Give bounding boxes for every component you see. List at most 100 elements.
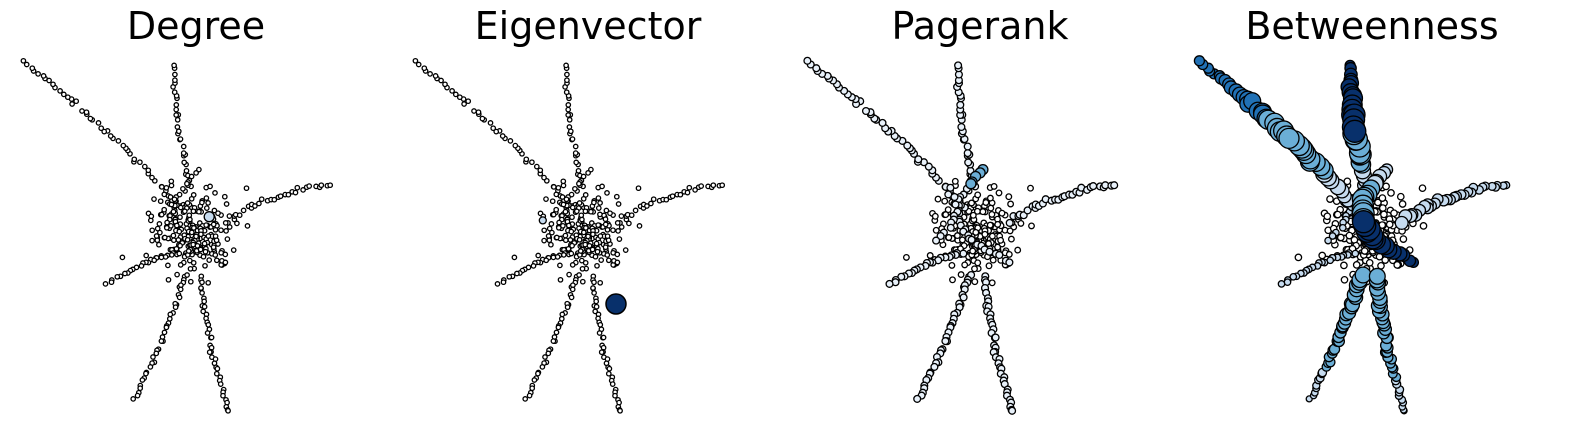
graph-node bbox=[985, 262, 993, 270]
graph-node bbox=[214, 365, 221, 372]
graph-node bbox=[188, 173, 195, 180]
node-group bbox=[1193, 55, 1511, 415]
graph-node bbox=[541, 237, 547, 244]
graph-node bbox=[172, 77, 178, 84]
graph-node bbox=[163, 224, 170, 231]
graph-node bbox=[167, 194, 174, 200]
graph-node bbox=[1007, 235, 1015, 243]
graph-node bbox=[990, 182, 998, 190]
graph-node bbox=[180, 150, 187, 156]
graph-node bbox=[230, 247, 237, 253]
graph-node bbox=[137, 159, 143, 166]
graph-node bbox=[98, 125, 105, 132]
graph-node bbox=[565, 245, 572, 252]
graph-node bbox=[1387, 189, 1395, 197]
graph-node bbox=[200, 253, 207, 260]
graph-node bbox=[579, 265, 586, 272]
graph-node bbox=[593, 240, 600, 247]
panel-betweenness: Betweenness bbox=[1176, 0, 1568, 441]
graph-node bbox=[196, 208, 202, 215]
graph-node bbox=[885, 279, 894, 288]
graph-node bbox=[618, 213, 625, 219]
graph-node bbox=[997, 236, 1005, 244]
graph-node bbox=[185, 248, 192, 254]
graph-node bbox=[531, 377, 538, 383]
graph-node bbox=[170, 232, 177, 239]
graph-node bbox=[223, 228, 229, 234]
graph-node bbox=[605, 370, 612, 377]
graph-node bbox=[184, 200, 191, 206]
graph-node bbox=[187, 265, 194, 272]
graph-node bbox=[211, 207, 218, 214]
graph-node bbox=[564, 71, 570, 78]
graph-node bbox=[812, 64, 821, 73]
graph-node bbox=[87, 115, 94, 122]
graph-node bbox=[134, 392, 141, 399]
graph-node bbox=[156, 221, 163, 227]
graph-node bbox=[553, 329, 560, 336]
graph-node bbox=[465, 98, 472, 105]
graph-node bbox=[648, 200, 654, 207]
graph-node bbox=[193, 170, 199, 176]
graph-node bbox=[535, 252, 542, 259]
graph-node bbox=[549, 229, 555, 236]
graph-node bbox=[1393, 261, 1402, 269]
graph-node bbox=[635, 185, 642, 192]
graph-node bbox=[512, 142, 519, 149]
graph-node bbox=[1365, 258, 1374, 267]
graph-node bbox=[215, 210, 221, 217]
graph-node bbox=[210, 221, 217, 228]
graph-node bbox=[172, 71, 178, 78]
graph-node bbox=[244, 223, 251, 229]
graph-node bbox=[926, 252, 934, 259]
graph-node bbox=[95, 120, 102, 126]
graph-node bbox=[306, 183, 313, 189]
graph-node bbox=[234, 220, 240, 227]
graph-node bbox=[171, 62, 177, 69]
graph-node bbox=[493, 128, 500, 135]
graph-node bbox=[490, 125, 497, 132]
graph-node bbox=[442, 81, 448, 88]
graph-node bbox=[119, 254, 126, 261]
graph-node bbox=[963, 149, 972, 158]
graph-node bbox=[932, 226, 940, 234]
graph-node bbox=[951, 177, 959, 185]
graph-node bbox=[636, 223, 643, 229]
graph-node bbox=[579, 278, 586, 285]
graph-node bbox=[213, 237, 220, 244]
graph-node bbox=[600, 334, 607, 341]
graph-node bbox=[183, 167, 190, 174]
graph-node bbox=[199, 290, 205, 296]
graph-node bbox=[161, 234, 168, 241]
graph-node bbox=[597, 233, 604, 239]
graph-node bbox=[201, 298, 208, 305]
graph-node bbox=[878, 118, 887, 127]
graph-node bbox=[210, 244, 217, 251]
graph-node bbox=[567, 237, 574, 243]
panel-title: Pagerank bbox=[891, 4, 1069, 48]
graph-node bbox=[1340, 261, 1348, 270]
graph-node bbox=[221, 193, 228, 200]
graph-node bbox=[569, 286, 576, 293]
graph-node bbox=[130, 396, 137, 402]
graph-node bbox=[174, 271, 180, 278]
graph-node bbox=[628, 212, 635, 219]
graph-node bbox=[187, 278, 194, 285]
graph-node bbox=[177, 242, 183, 249]
graph-node bbox=[203, 195, 210, 201]
graph-node bbox=[1277, 280, 1286, 288]
panel-eigenvector: Eigenvector bbox=[392, 0, 784, 441]
graph-node bbox=[565, 222, 572, 229]
graph-node bbox=[605, 257, 612, 264]
graph-node bbox=[147, 364, 154, 370]
graph-node bbox=[995, 250, 1004, 260]
graph-node bbox=[597, 211, 603, 218]
graph-node bbox=[199, 279, 205, 286]
graph-node bbox=[461, 101, 467, 107]
network-graph-betweenness bbox=[1193, 55, 1511, 415]
graph-node bbox=[199, 199, 205, 206]
graph-node bbox=[475, 109, 482, 116]
graph-node bbox=[593, 303, 600, 310]
graph-node bbox=[168, 201, 175, 208]
graph-node bbox=[598, 257, 605, 263]
